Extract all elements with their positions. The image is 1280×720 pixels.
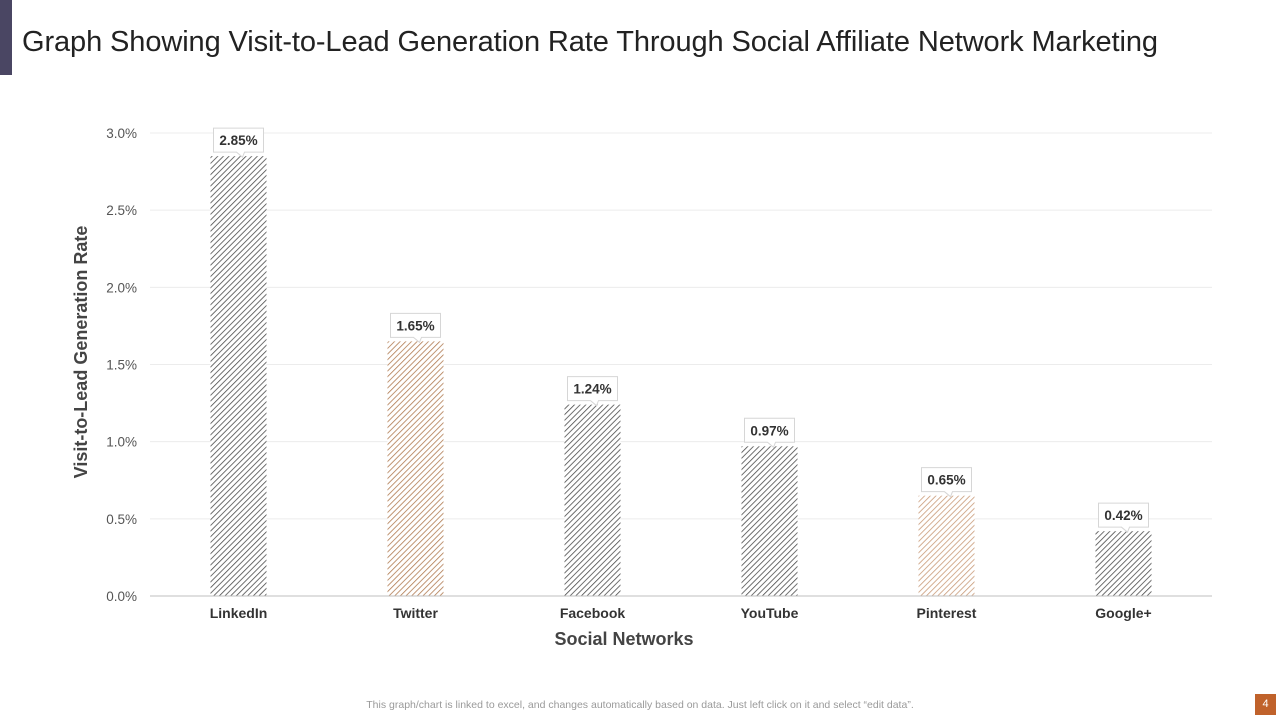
data-label: 0.97% — [744, 417, 795, 449]
data-label: 0.42% — [1098, 502, 1149, 534]
page-title: Graph Showing Visit-to-Lead Generation R… — [22, 26, 1158, 58]
data-label-callout — [1098, 502, 1149, 534]
bars — [210, 156, 1152, 596]
data-label-text: 2.85% — [219, 133, 257, 148]
x-axis-title: Social Networks — [554, 629, 693, 649]
data-label-text: 0.42% — [1104, 508, 1142, 523]
x-tick-label: Facebook — [560, 605, 626, 621]
data-label-callout — [567, 376, 618, 407]
data-label-callout — [921, 467, 972, 498]
bar-linkedin[interactable] — [210, 156, 267, 596]
y-tick-label: 1.0% — [106, 435, 137, 450]
data-label: 1.24% — [567, 376, 618, 407]
data-label-text: 0.97% — [750, 423, 788, 438]
data-label-text: 1.24% — [573, 382, 611, 397]
x-tick-label: Google+ — [1095, 605, 1151, 621]
data-label-text: 1.65% — [396, 318, 434, 333]
x-tick-label: LinkedIn — [210, 605, 268, 621]
y-tick-label: 0.0% — [106, 589, 137, 604]
bar-google-[interactable] — [1095, 531, 1152, 596]
bar-pinterest[interactable] — [918, 495, 975, 596]
y-tick-label: 2.0% — [106, 280, 137, 295]
data-label: 2.85% — [213, 127, 264, 158]
data-labels: 2.85% 1.65% 1.24% 0.97% 0.65% 0.42% — [213, 127, 1149, 534]
data-label-callout — [213, 127, 264, 158]
bar-twitter[interactable] — [387, 341, 444, 596]
x-tick-label: Twitter — [393, 605, 438, 621]
data-label: 1.65% — [390, 312, 441, 344]
bar-youtube[interactable] — [741, 446, 798, 596]
data-label-text: 0.65% — [927, 473, 965, 488]
y-tick-label: 1.5% — [106, 358, 137, 373]
data-label-callout — [390, 312, 441, 344]
y-axis-title: Visit-to-Lead Generation Rate — [71, 226, 91, 479]
gridlines — [150, 132, 1212, 520]
data-label-callout — [744, 417, 795, 449]
y-tick-label: 2.5% — [106, 203, 137, 218]
bar-facebook[interactable] — [564, 404, 621, 596]
axes: 0.0% 0.5% 1.0% 1.5% 2.0% 2.5% 3.0% LinkedIn Twit… — [71, 126, 1212, 649]
footer-note: This graph/chart is linked to excel, and… — [366, 699, 914, 711]
title-accent-bar — [0, 0, 12, 75]
x-tick-label: Pinterest — [917, 605, 977, 621]
y-tick-label: 3.0% — [106, 126, 137, 141]
data-label: 0.65% — [921, 467, 972, 498]
page-number: 4 — [1255, 694, 1276, 715]
y-tick-label: 0.5% — [106, 512, 137, 527]
x-tick-label: YouTube — [741, 605, 799, 621]
